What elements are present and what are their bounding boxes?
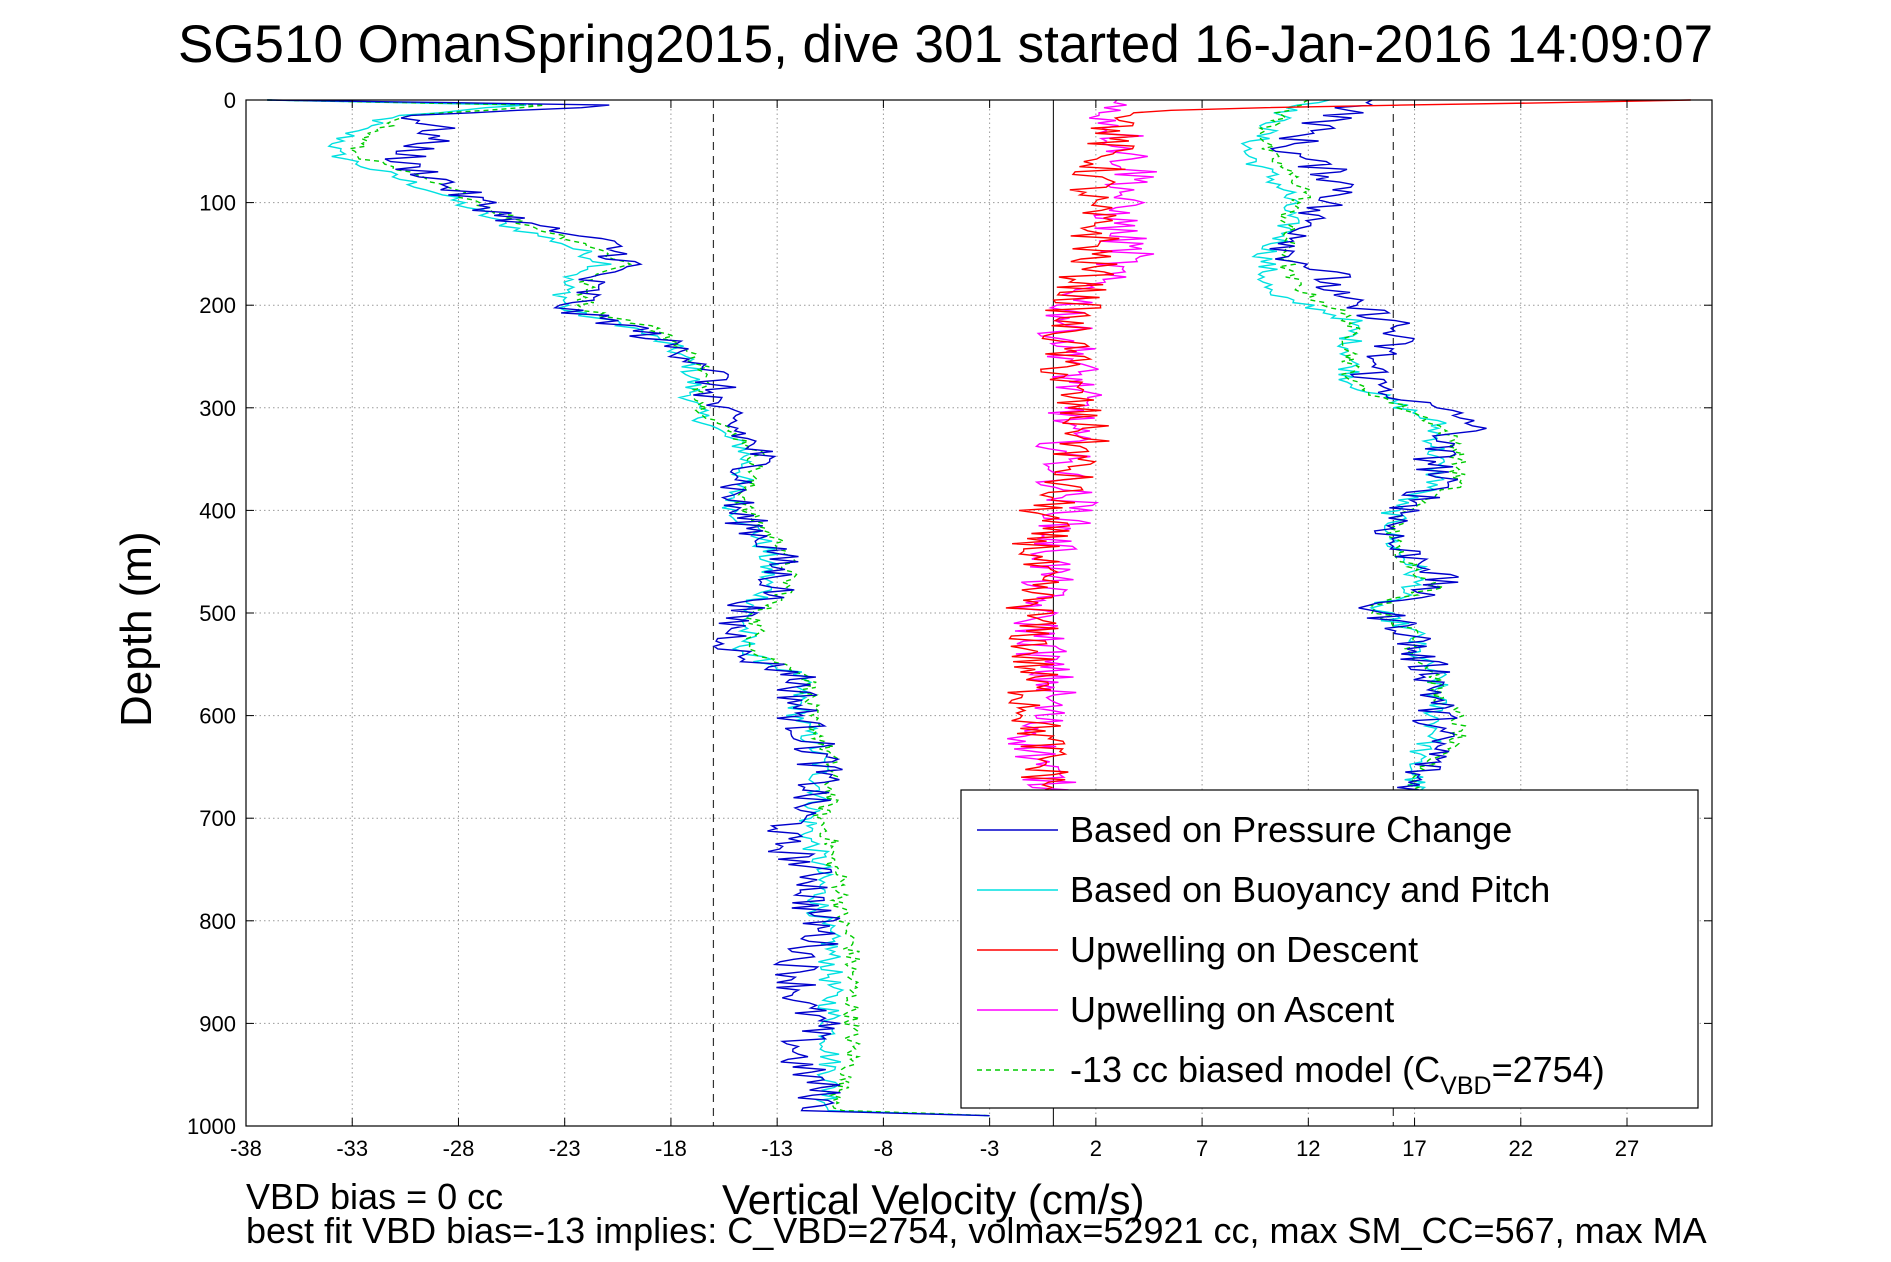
series-line: [267, 99, 990, 1117]
x-tick-label: 2: [1090, 1136, 1102, 1161]
x-tick-label: -18: [655, 1136, 687, 1161]
legend-box: [960, 789, 1699, 1109]
x-tick-label: -23: [549, 1136, 581, 1161]
x-tick-label: -28: [443, 1136, 475, 1161]
y-tick-label: 100: [199, 191, 236, 216]
y-tick-label: 1000: [187, 1114, 236, 1139]
x-tick-label: 22: [1509, 1136, 1533, 1161]
series-line: [1005, 99, 1691, 794]
y-ticks: 0 100 200 300 400 500 600 700 800 900 1000: [187, 88, 1712, 1139]
x-tick-label: -8: [874, 1136, 894, 1161]
legend-entry: -13 cc biased model (CVBD=2754): [1070, 1049, 1605, 1100]
y-tick-label: 200: [199, 293, 236, 318]
x-ticks: -38 -33 -28 -23 -18 -13 -8 -3 2 7 12 17 22 27: [230, 100, 1639, 1161]
x-tick-label: -13: [761, 1136, 793, 1161]
series-group: [267, 99, 1691, 1117]
legend-entry: Based on Buoyancy and Pitch: [1070, 869, 1550, 910]
y-tick-label: 600: [199, 704, 236, 729]
y-tick-label: 700: [199, 806, 236, 831]
x-tick-label: 7: [1196, 1136, 1208, 1161]
y-tick-label: 300: [199, 396, 236, 421]
legend-entry: Upwelling on Ascent: [1070, 989, 1394, 1030]
legend: Based on Pressure Change Based on Buoyanc…: [960, 789, 1699, 1109]
legend-entry: Upwelling on Descent: [1070, 929, 1418, 970]
best-fit-note: best fit VBD bias=-13 implies: C_VBD=275…: [246, 1210, 1707, 1251]
x-tick-label: -38: [230, 1136, 262, 1161]
x-tick-label: -3: [980, 1136, 1000, 1161]
chart-title: SG510 OmanSpring2015, dive 301 started 1…: [177, 15, 1714, 74]
x-axis-label: Vertical Velocity (cm/s): [722, 1176, 1145, 1223]
y-axis-label: Depth (m): [112, 531, 161, 727]
x-tick-label: 12: [1296, 1136, 1320, 1161]
series-line: [1269, 99, 1487, 799]
series-line: [267, 99, 990, 1117]
series-line: [1007, 99, 1157, 794]
y-tick-label: 400: [199, 498, 236, 523]
y-tick-label: 500: [199, 601, 236, 626]
x-tick-label: 17: [1402, 1136, 1426, 1161]
x-tick-label: -33: [336, 1136, 368, 1161]
y-tick-label: 800: [199, 909, 236, 934]
y-tick-label: 900: [199, 1011, 236, 1036]
y-tick-label: 0: [224, 88, 236, 113]
x-tick-label: 27: [1615, 1136, 1639, 1161]
legend-entry: Based on Pressure Change: [1070, 809, 1512, 850]
vbd-bias-note: VBD bias = 0 cc: [246, 1176, 504, 1217]
